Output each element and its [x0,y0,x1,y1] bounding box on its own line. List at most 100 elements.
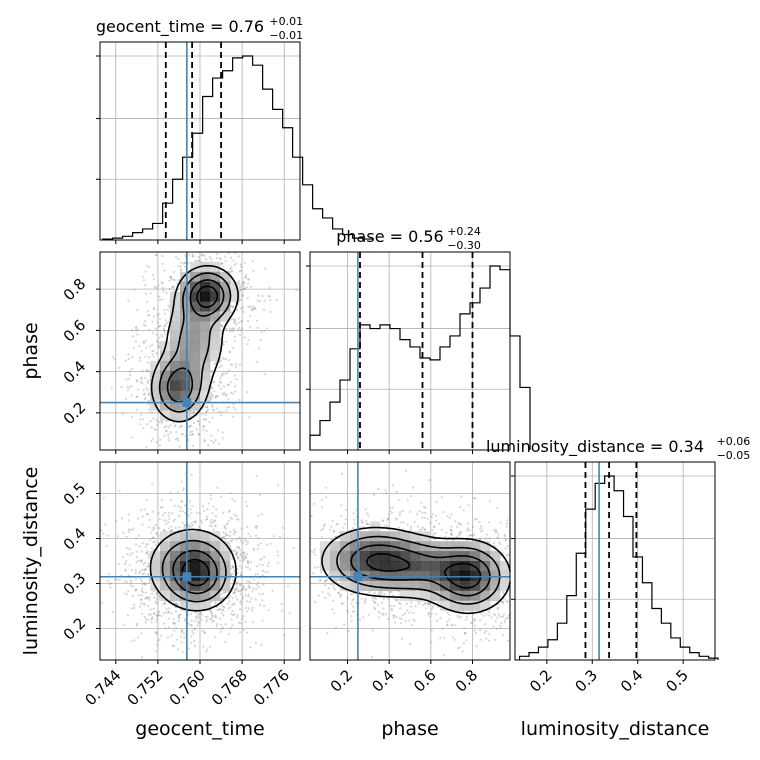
sample-point [189,525,192,528]
density-cell [160,360,171,372]
sample-point [154,327,157,330]
sample-point [171,512,174,515]
sample-point [412,612,415,615]
sample-point [320,529,323,532]
sample-point [398,617,401,620]
density-cell [190,301,201,312]
sample-point [130,415,134,418]
sample-point [249,306,252,309]
sample-point [232,406,235,409]
density-cell [190,390,201,401]
sample-point [155,544,158,547]
sample-point [226,406,229,409]
sample-point [241,556,244,559]
sample-point [149,613,152,616]
sample-point [428,603,431,606]
sample-point [234,385,237,388]
density-cell [220,291,231,302]
sample-point [259,558,262,562]
sample-point [473,497,476,500]
sample-point [210,439,213,442]
sample-point [174,424,177,427]
sample-point [324,486,327,489]
sample-point [178,426,181,429]
sample-point [176,282,179,285]
sample-point [246,610,249,613]
sample-point [213,389,216,392]
sample-point [155,286,158,290]
sample-point [238,333,242,337]
sample-point [162,290,165,293]
sample-point [183,261,186,264]
sample-point [242,587,245,590]
sample-point [200,611,203,614]
sample-point [210,370,213,373]
sample-point [165,322,168,325]
sample-point [494,545,497,549]
sample-point [399,511,402,514]
sample-point [237,518,240,521]
sample-point [448,618,451,621]
sample-point [141,542,144,545]
sample-point [135,325,138,328]
sample-point [390,607,393,610]
density-cell [180,531,191,542]
sample-point [187,262,190,265]
sample-point [223,255,226,258]
sample-point [152,315,155,318]
sample-point [199,519,203,522]
sample-point [409,642,412,646]
sample-point [126,385,129,388]
sample-point [118,578,121,581]
sample-point [160,420,163,423]
sample-point [214,602,217,605]
sample-point [322,525,325,528]
sample-point [247,541,250,544]
sample-point [145,498,148,501]
sample-point [456,614,459,618]
y-tick-label: 0.5 [60,479,90,509]
sample-point [246,297,249,300]
sample-point [140,589,143,592]
sample-point [381,613,384,616]
sample-point [145,346,148,349]
sample-point [191,255,194,258]
sample-point [203,254,206,257]
sample-point [172,621,175,625]
sample-point [340,602,344,605]
sample-point [158,298,161,302]
sample-point [244,538,247,541]
sample-point [455,535,458,539]
sample-point [229,531,232,534]
sample-point [416,525,420,528]
sample-point [436,619,439,622]
density-cell [180,331,191,342]
sample-point [137,594,140,597]
sample-point [233,500,236,503]
sample-point [152,536,155,540]
sample-point [181,432,184,436]
sample-point [474,618,477,621]
density-cell [230,291,241,302]
sample-point [207,502,210,505]
sample-point [221,372,224,375]
sample-point [152,612,156,616]
sample-point [430,629,433,632]
sample-point [135,588,138,591]
sample-point [401,509,404,513]
sample-point [198,259,201,262]
sample-point [235,378,238,381]
sample-point [220,324,223,327]
sample-point [156,532,159,535]
sample-point [165,425,168,428]
sample-point [235,581,238,584]
sample-point [220,604,223,607]
sample-point [151,343,154,346]
sample-point [218,617,222,620]
sample-point [140,550,144,553]
sample-point [136,333,139,336]
sample-point [167,304,170,307]
sample-point [187,439,190,442]
density-cell [160,351,171,362]
sample-point [146,361,149,364]
